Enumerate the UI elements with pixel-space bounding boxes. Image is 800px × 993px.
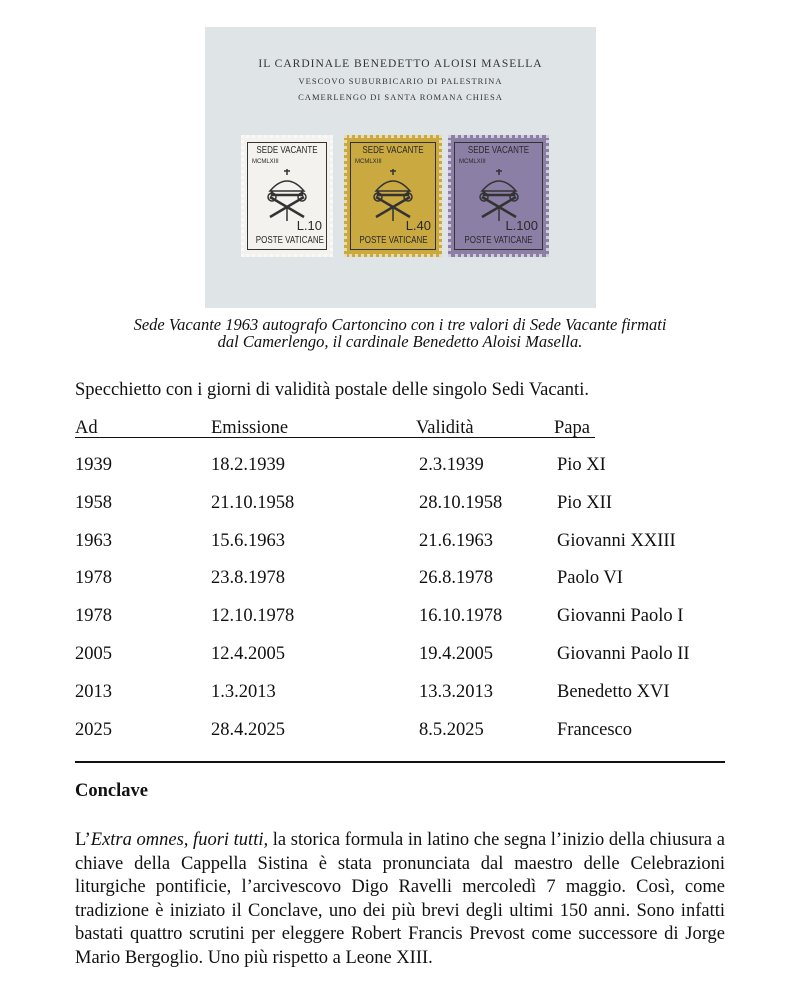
caption-line: Sede Vacante 1963 autografo Cartoncino c…: [133, 315, 667, 334]
table-cell: 1939: [75, 455, 112, 475]
table-cell: 1958: [75, 492, 112, 513]
intro-text: Specchietto con i giorni di validità pos…: [75, 380, 589, 400]
table-cell: 28.4.2025: [211, 719, 285, 740]
table-row: 2013 1.3.2013 13.3.2013 Benedetto XVI: [75, 682, 725, 704]
table-cell: Paolo VI: [557, 568, 623, 589]
divider: [75, 761, 725, 763]
table-row: 1978 23.8.1978 26.8.1978 Paolo VI: [75, 568, 725, 590]
stamps-photo: Il Cardinale Benedetto Aloisi Masella Ve…: [205, 27, 596, 308]
stamp-country: POSTE VATICANE: [464, 235, 533, 246]
table-cell: 2.3.1939: [419, 455, 484, 475]
body-text: la storica formula in latino che segna l…: [75, 830, 725, 968]
table-row: 1939 18.2.1939 2.3.1939 Pio XI: [75, 455, 725, 477]
photo-header-line: Vescovo Suburbicario di Palestrina: [298, 76, 503, 86]
table-cell: 21.6.1963: [419, 530, 493, 551]
stamp-frame: SEDE VACANTE MCMLXIII L.40 POSTE VATICAN…: [350, 142, 436, 250]
stamp-value: L.40: [405, 218, 431, 233]
table-cell: 1.3.2013: [211, 681, 276, 702]
table-cell: 23.8.1978: [211, 568, 285, 589]
table-cell: 1963: [75, 530, 112, 551]
table-cell: Emissione: [211, 418, 289, 438]
keys-emblem-icon: [267, 169, 307, 221]
table-cell: 28.10.1958: [419, 492, 503, 513]
section-title: Conclave: [75, 781, 148, 801]
table-cell: 2005: [75, 644, 112, 664]
table-cell: 12.4.2005: [211, 644, 285, 664]
table-cell: 19.4.2005: [419, 644, 493, 664]
table-cell: 12.10.1978: [211, 606, 295, 627]
section-paragraph: L’Extra omnes, fuori tutti, la storica f…: [75, 829, 725, 971]
table-cell: Validità: [416, 418, 474, 438]
stamp-frame: SEDE VACANTE MCMLXIII L.100 POSTE VATICA…: [454, 142, 543, 250]
table-row: 1978 12.10.1978 16.10.1978 Giovanni Paolo I: [75, 606, 725, 628]
table-cell: 8.5.2025: [419, 719, 484, 740]
table-cell: 2025: [75, 719, 112, 740]
table-cell: Papa: [554, 418, 590, 438]
photo-header-line: Il Cardinale Benedetto Aloisi Masella: [258, 58, 543, 70]
caption-line: dal Camerlengo, il cardinale Benedetto A…: [217, 332, 583, 351]
table-cell: Francesco: [557, 719, 632, 740]
table-cell: 21.10.1958: [211, 492, 295, 513]
table-cell: 2013: [75, 681, 112, 702]
stamp-year: MCMLXIII: [252, 159, 279, 165]
table-cell: 13.3.2013: [419, 681, 493, 702]
table-cell: 1978: [75, 568, 112, 589]
table-cell: Giovanni Paolo II: [557, 644, 690, 664]
photo-caption: Sede Vacante 1963 autografo Cartoncino c…: [60, 316, 740, 350]
lead: L’: [75, 830, 91, 850]
table-cell: Ad: [75, 418, 98, 438]
stamp-country: POSTE VATICANE: [359, 235, 428, 246]
stamp: SEDE VACANTE MCMLXIII L.10 POSTE VATICAN…: [241, 135, 333, 257]
table-cell: Giovanni Paolo I: [557, 606, 684, 627]
stamp-value: L.100: [505, 218, 538, 233]
stamp-title: SEDE VACANTE: [467, 145, 530, 156]
table-cell: 18.2.1939: [211, 455, 285, 475]
stamp-country: POSTE VATICANE: [255, 235, 324, 246]
header-underline: [75, 437, 595, 438]
table-row: 2025 28.4.2025 8.5.2025 Francesco: [75, 720, 725, 742]
keys-emblem-icon: [478, 169, 519, 221]
table-row: 1963 15.6.1963 21.6.1963 Giovanni XXIII: [75, 531, 725, 553]
table-cell: Pio XI: [557, 455, 606, 475]
stamp: SEDE VACANTE MCMLXIII L.40 POSTE VATICAN…: [344, 135, 442, 257]
table-row: 2005 12.4.2005 19.4.2005 Giovanni Paolo II: [75, 644, 725, 666]
stamp-year: MCMLXIII: [459, 159, 486, 165]
stamp-frame: SEDE VACANTE MCMLXIII L.10 POSTE VATICAN…: [247, 142, 327, 250]
table-row: 1958 21.10.1958 28.10.1958 Pio XII: [75, 493, 725, 515]
table-cell: 15.6.1963: [211, 530, 285, 551]
stamp-title: SEDE VACANTE: [256, 145, 318, 156]
stamp: SEDE VACANTE MCMLXIII L.100 POSTE VATICA…: [448, 135, 549, 257]
table-cell: 26.8.1978: [419, 568, 493, 589]
table-header: Ad Emissione Validità Papa: [75, 418, 725, 440]
table-cell: Pio XII: [557, 492, 612, 513]
italic-phrase: Extra omnes, fuori tutti,: [90, 830, 269, 850]
table-cell: 16.10.1978: [419, 606, 503, 627]
stamp-year: MCMLXIII: [355, 159, 382, 165]
table-cell: Giovanni XXIII: [557, 530, 676, 551]
stamp-title: SEDE VACANTE: [362, 145, 424, 156]
table-cell: 1978: [75, 606, 112, 627]
photo-header-line: Camerlengo di Santa Romana Chiesa: [298, 92, 503, 102]
table-cell: Benedetto XVI: [557, 681, 670, 702]
keys-emblem-icon: [373, 169, 413, 221]
stamp-value: L.10: [296, 218, 322, 233]
